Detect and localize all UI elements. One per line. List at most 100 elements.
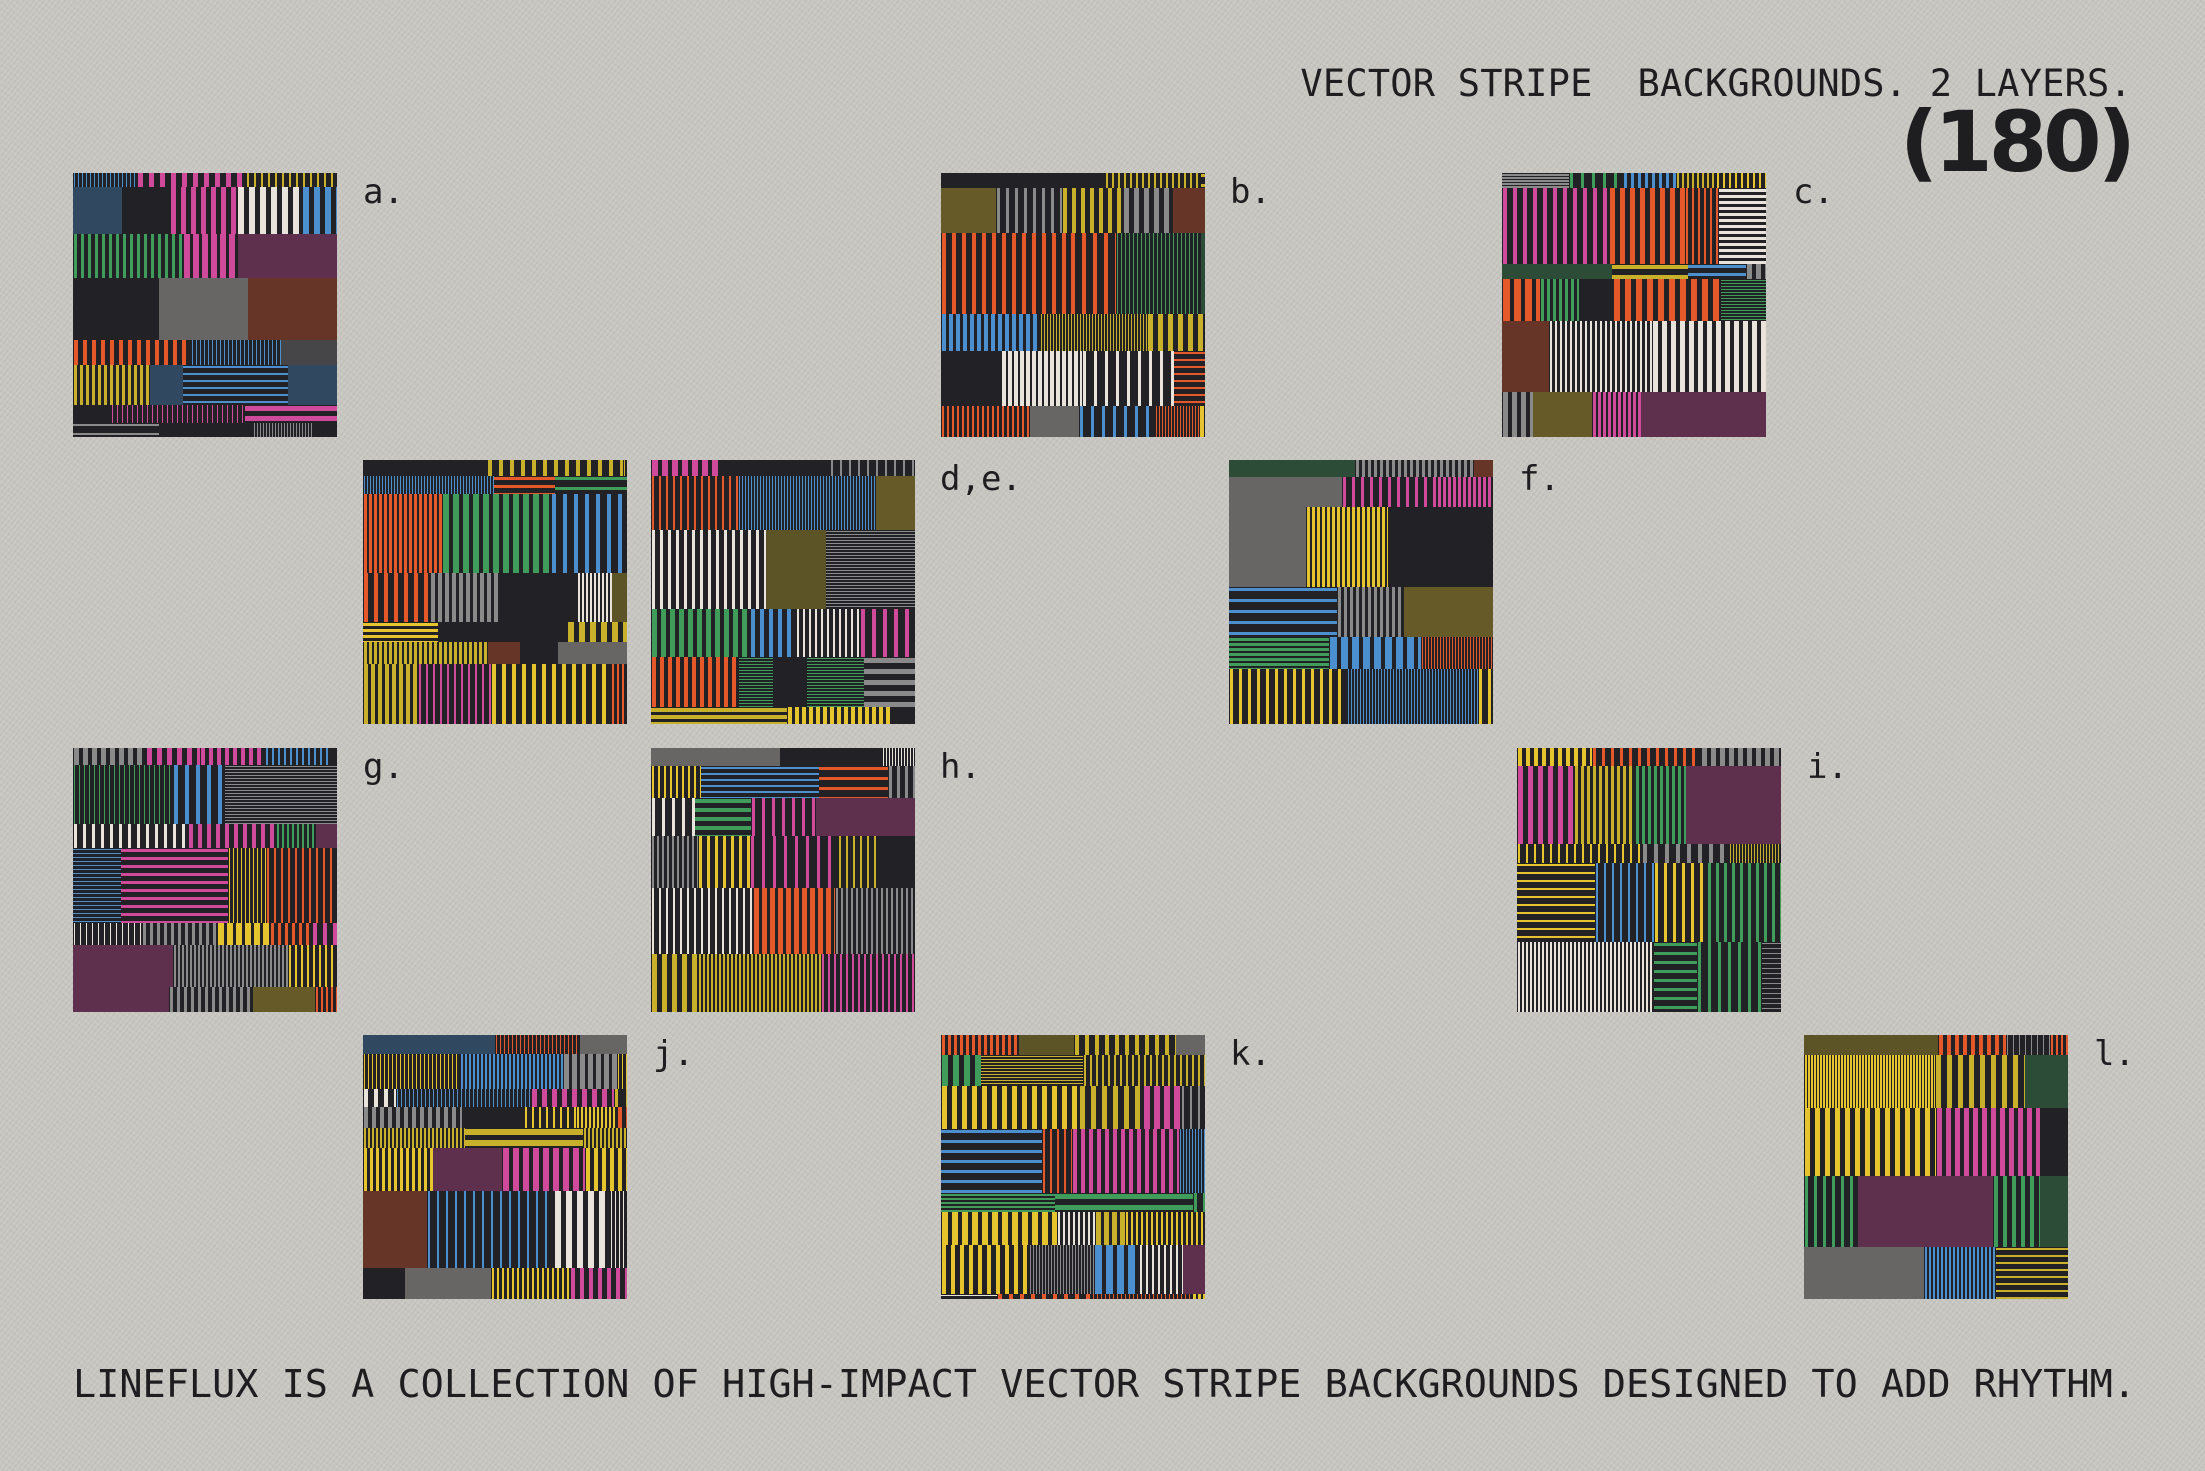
stripe	[1471, 669, 1472, 724]
label-f: f.	[1519, 459, 1560, 499]
stripe	[1006, 188, 1009, 233]
stripe	[261, 824, 265, 848]
stripe	[394, 642, 397, 664]
stripe	[582, 664, 586, 724]
stripe	[152, 405, 153, 423]
stripe	[972, 1035, 975, 1055]
stripe	[839, 836, 841, 888]
stripe	[548, 1035, 549, 1054]
stripe	[1388, 477, 1391, 507]
stripe	[687, 476, 689, 530]
stripe	[670, 609, 675, 657]
stripe	[257, 848, 258, 923]
stripe	[1702, 173, 1704, 188]
stripe	[1528, 766, 1533, 844]
stripe	[1470, 637, 1471, 669]
stripe	[840, 954, 842, 1012]
stripe	[942, 1035, 945, 1055]
stripe	[794, 888, 799, 954]
stripe	[962, 1086, 967, 1129]
stripe	[1855, 1108, 1860, 1176]
stripe	[1073, 1212, 1075, 1245]
stripe	[396, 1128, 398, 1148]
stripe	[1536, 279, 1540, 321]
stripe	[1106, 1245, 1113, 1294]
stripe	[1711, 748, 1716, 766]
stripe	[905, 609, 909, 657]
stripe	[1721, 280, 1766, 281]
stripe	[1136, 1212, 1138, 1245]
stripe	[376, 476, 377, 494]
stripe	[694, 766, 696, 798]
stripe	[442, 476, 443, 494]
stripe	[191, 987, 194, 1012]
stripe	[949, 314, 953, 351]
stripe	[680, 476, 682, 530]
stripe	[547, 1268, 549, 1299]
stripe	[1719, 219, 1766, 222]
stripe	[879, 707, 883, 724]
stripe	[364, 1148, 367, 1191]
stripe	[602, 1148, 606, 1191]
stripe	[616, 1128, 618, 1148]
stripe	[886, 888, 888, 954]
stripe	[555, 1191, 561, 1268]
stripe	[1090, 1055, 1092, 1086]
stripe	[755, 954, 757, 1012]
stripe-pattern-a	[73, 173, 337, 437]
stripe	[464, 642, 467, 664]
stripe	[441, 1089, 442, 1107]
stripe	[110, 340, 114, 365]
stripe	[1192, 406, 1193, 437]
stripe	[1168, 406, 1169, 437]
stripe	[73, 853, 121, 854]
stripe	[1166, 1212, 1168, 1245]
stripe	[1928, 1055, 1930, 1108]
stripe	[1443, 477, 1446, 507]
stripe	[977, 314, 981, 351]
stripe-block	[1804, 1247, 1924, 1299]
stripe	[859, 476, 860, 530]
stripe	[1014, 1245, 1018, 1294]
stripe	[802, 476, 803, 530]
stripe	[364, 1089, 368, 1107]
stripe	[217, 405, 218, 423]
stripe	[941, 1190, 1042, 1193]
stripe	[1665, 844, 1669, 863]
stripe-block	[1183, 1245, 1205, 1294]
stripe	[83, 824, 86, 848]
stripe	[312, 824, 314, 848]
stripe	[202, 945, 204, 987]
stripe	[207, 405, 208, 423]
stripe	[1461, 637, 1462, 669]
stripe	[1721, 286, 1766, 287]
stripe	[98, 173, 99, 187]
stripe	[779, 954, 781, 1012]
stripe	[805, 476, 806, 530]
stripe	[1422, 637, 1423, 669]
stripe	[1042, 1212, 1048, 1245]
stripe	[413, 1089, 414, 1107]
stripe	[437, 1191, 439, 1268]
label-i: i.	[1807, 747, 1848, 787]
stripe	[771, 954, 773, 1012]
stripe	[461, 1054, 463, 1089]
stripe	[612, 664, 614, 724]
stripe	[240, 987, 243, 1012]
stripe	[1805, 1176, 1808, 1247]
stripe	[1757, 844, 1758, 863]
stripe	[701, 791, 819, 793]
stripe	[314, 187, 320, 234]
stripe	[1174, 387, 1205, 389]
stripe	[438, 573, 442, 622]
stripe	[1168, 1055, 1170, 1086]
stripe	[261, 173, 263, 187]
stripe	[1185, 233, 1186, 314]
stripe	[1666, 173, 1669, 188]
stripe	[739, 682, 773, 683]
stripe	[1161, 1294, 1162, 1299]
stripe	[500, 1035, 501, 1054]
stripe	[1503, 188, 1507, 264]
stripe	[121, 849, 228, 852]
stripe	[1056, 314, 1057, 351]
